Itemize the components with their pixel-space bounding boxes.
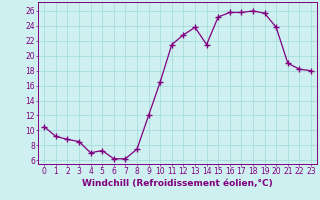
X-axis label: Windchill (Refroidissement éolien,°C): Windchill (Refroidissement éolien,°C) [82,179,273,188]
